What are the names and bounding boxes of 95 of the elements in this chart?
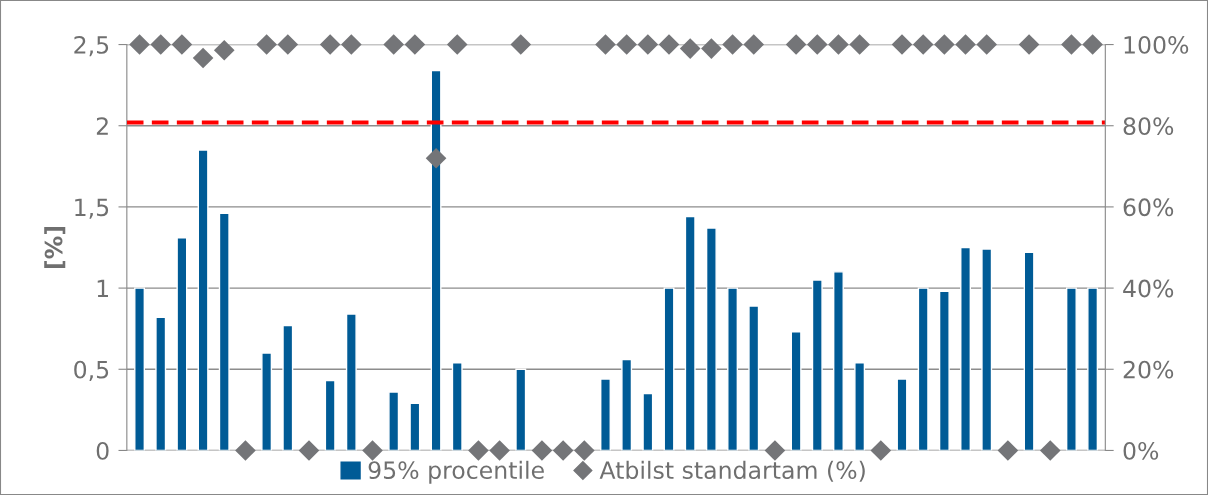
point bbox=[489, 440, 510, 461]
point bbox=[277, 34, 299, 55]
y2-tick-label: 60% bbox=[1123, 198, 1174, 217]
bar bbox=[1023, 251, 1035, 451]
y2-tick-label: 40% bbox=[1123, 279, 1174, 298]
point bbox=[213, 39, 235, 61]
bar bbox=[261, 352, 273, 451]
point bbox=[192, 47, 214, 69]
y-tick-label: 0 bbox=[96, 441, 109, 460]
point bbox=[595, 34, 616, 55]
point bbox=[955, 34, 976, 55]
point bbox=[976, 34, 998, 55]
y2-tick-label: 100% bbox=[1124, 36, 1189, 54]
point bbox=[404, 34, 426, 55]
point bbox=[531, 440, 553, 461]
point bbox=[743, 34, 765, 55]
bar bbox=[134, 287, 146, 451]
point bbox=[150, 34, 172, 55]
point bbox=[870, 440, 892, 461]
legend-label: 95% procentile bbox=[368, 460, 544, 484]
legend-label: Atbilst standartam (%) bbox=[599, 460, 865, 482]
bar bbox=[960, 246, 971, 451]
bar bbox=[663, 287, 675, 451]
bar bbox=[811, 279, 823, 451]
bar bbox=[451, 362, 463, 451]
point bbox=[1082, 34, 1103, 55]
bar bbox=[705, 227, 717, 451]
bar bbox=[1065, 287, 1077, 451]
point bbox=[1018, 34, 1040, 55]
bar bbox=[938, 290, 950, 451]
bar bbox=[854, 362, 866, 451]
point bbox=[701, 38, 722, 59]
y2-tick-label: 0% bbox=[1123, 441, 1159, 460]
point bbox=[383, 34, 404, 55]
point bbox=[1039, 440, 1061, 461]
bar bbox=[600, 378, 611, 451]
point bbox=[235, 440, 256, 461]
y-tick-label: 0,5 bbox=[74, 360, 109, 381]
point bbox=[425, 147, 447, 169]
bar bbox=[727, 287, 739, 451]
bar bbox=[833, 271, 844, 451]
bar bbox=[917, 287, 929, 451]
bar bbox=[409, 402, 421, 451]
point bbox=[171, 34, 193, 55]
bar bbox=[176, 237, 188, 451]
point bbox=[446, 34, 468, 55]
bar bbox=[621, 358, 633, 451]
bar bbox=[324, 379, 336, 451]
point bbox=[891, 34, 913, 55]
point bbox=[319, 34, 341, 55]
point bbox=[298, 440, 320, 461]
bar bbox=[218, 212, 230, 451]
bar bbox=[282, 324, 294, 451]
point bbox=[912, 34, 934, 55]
point bbox=[658, 34, 680, 55]
point bbox=[341, 34, 362, 55]
bar bbox=[388, 391, 400, 451]
point bbox=[256, 34, 277, 55]
point bbox=[997, 440, 1019, 461]
bar bbox=[684, 215, 696, 451]
y-tick-label: 2 bbox=[96, 117, 108, 135]
point bbox=[764, 440, 786, 461]
point bbox=[616, 34, 637, 55]
bar bbox=[748, 305, 760, 451]
y-tick-label: 1 bbox=[97, 279, 108, 298]
point bbox=[828, 34, 849, 55]
point bbox=[637, 34, 659, 55]
point bbox=[510, 34, 532, 55]
point bbox=[574, 440, 595, 461]
y-tick-label: 2,5 bbox=[74, 36, 109, 57]
y-axis-title: [%] bbox=[44, 226, 66, 269]
point bbox=[785, 34, 807, 55]
point bbox=[679, 38, 701, 59]
point bbox=[806, 34, 828, 55]
point bbox=[1061, 34, 1082, 55]
bar bbox=[197, 149, 209, 451]
point bbox=[849, 34, 870, 55]
y2-tick-label: 80% bbox=[1123, 117, 1174, 136]
point bbox=[129, 34, 150, 55]
y-tick-label: 1,5 bbox=[75, 198, 109, 219]
point bbox=[552, 440, 574, 461]
y2-tick-label: 20% bbox=[1123, 360, 1174, 379]
bar bbox=[345, 313, 357, 451]
bar bbox=[1087, 287, 1099, 451]
bar bbox=[642, 392, 654, 451]
bar bbox=[896, 378, 908, 451]
point bbox=[934, 34, 955, 55]
bar bbox=[155, 316, 167, 451]
bar bbox=[981, 248, 993, 451]
point bbox=[362, 440, 383, 461]
point bbox=[468, 440, 489, 461]
bar bbox=[790, 331, 802, 451]
point bbox=[722, 34, 743, 55]
bar bbox=[515, 368, 527, 451]
bar bbox=[430, 69, 442, 451]
